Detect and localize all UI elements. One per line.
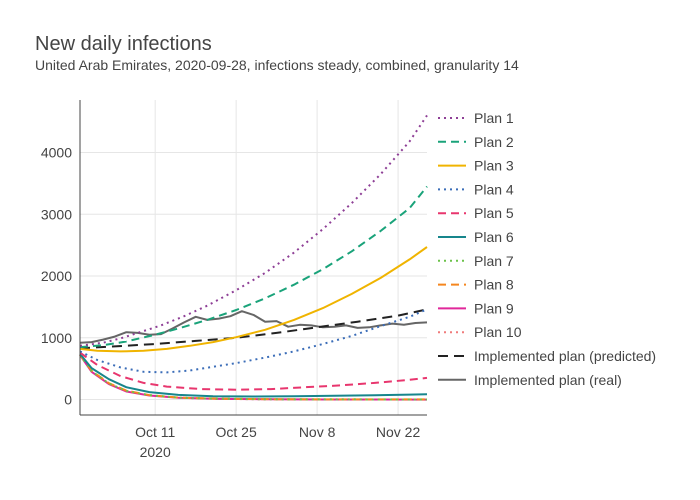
series-line-12 <box>79 310 428 344</box>
legend-label: Implemented plan (predicted) <box>474 348 656 364</box>
legend-label: Plan 5 <box>474 205 514 221</box>
x-axis-ticks: Oct 11 2020 Oct 25 Nov 8 Nov 22 <box>135 424 420 460</box>
legend-label: Plan 7 <box>474 253 514 269</box>
gridlines <box>80 100 427 415</box>
series-line-3 <box>79 246 428 353</box>
plot-area <box>79 114 428 401</box>
legend-label: Plan 2 <box>474 134 514 150</box>
series-line-2 <box>79 185 428 349</box>
y-tick-label: 0 <box>64 392 72 408</box>
series-line-5 <box>79 351 428 391</box>
legend-label: Plan 3 <box>474 158 514 174</box>
legend-label: Plan 8 <box>474 277 514 293</box>
legend-label: Implemented plan (real) <box>474 372 622 388</box>
chart-subtitle: United Arab Emirates, 2020-09-28, infect… <box>35 57 519 73</box>
x-tick-label: Oct 25 <box>216 424 257 440</box>
x-tick-sublabel: 2020 <box>140 444 171 460</box>
series-line-9 <box>79 354 428 401</box>
series-line-1 <box>79 114 428 347</box>
series-line-11 <box>79 308 428 350</box>
y-tick-label: 1000 <box>41 330 72 346</box>
series-line-8 <box>79 354 427 401</box>
x-tick-label: Oct 11 <box>135 424 175 440</box>
y-tick-label: 3000 <box>41 206 72 222</box>
legend-label: Plan 6 <box>474 229 514 245</box>
legend-label: Plan 4 <box>474 181 514 197</box>
series-line-7 <box>79 354 428 401</box>
axes <box>79 100 427 416</box>
series-line-6 <box>79 353 428 398</box>
legend: Plan 1 Plan 2 Plan 3 Plan 4 Plan 5 Plan 6 Plan… <box>438 110 656 388</box>
legend-label: Plan 1 <box>474 110 514 126</box>
legend-label: Plan 9 <box>474 300 514 316</box>
y-axis-ticks: 0 1000 2000 3000 4000 <box>41 145 72 408</box>
x-tick-label: Nov 22 <box>376 424 421 440</box>
y-tick-label: 4000 <box>41 145 72 161</box>
chart-title: New daily infections <box>35 33 212 55</box>
legend-label: Plan 10 <box>474 324 522 340</box>
x-tick-label: Nov 8 <box>299 424 336 440</box>
y-tick-label: 2000 <box>41 268 72 284</box>
